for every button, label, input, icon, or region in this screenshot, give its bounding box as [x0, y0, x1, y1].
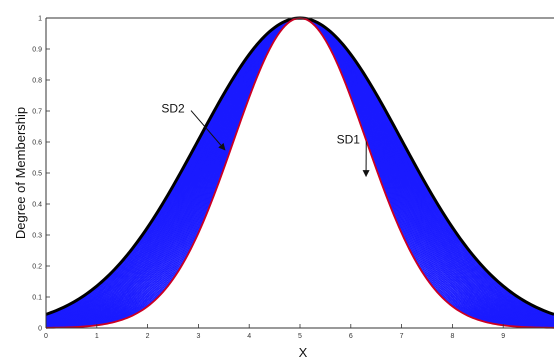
x-tick-label: 6 [349, 333, 353, 340]
x-tick-label: 4 [247, 333, 251, 340]
y-tick-label: 0.3 [32, 233, 42, 240]
y-axis-ticks: 0 0.1 0.2 0.3 0.4 0.5 0.6 0.7 0.8 0.9 1 [32, 16, 50, 333]
x-tick-label: 3 [196, 333, 200, 340]
y-tick-label: 0.5 [32, 171, 42, 178]
x-axis-ticks: 0 1 2 3 4 5 6 7 8 9 [44, 324, 505, 340]
x-tick-label: 0 [44, 333, 48, 340]
y-tick-label: 0.9 [32, 47, 42, 54]
y-tick-label: 0.8 [32, 78, 42, 85]
y-tick-label: 0 [38, 326, 42, 333]
x-tick-label: 5 [298, 333, 302, 340]
x-tick-label: 7 [400, 333, 404, 340]
x-axis-label: X [299, 345, 308, 360]
annotation-label: SD2 [161, 102, 185, 116]
annotations: SD2 SD1 [161, 102, 370, 178]
x-tick-label: 8 [450, 333, 454, 340]
x-tick-label: 9 [501, 333, 505, 340]
y-tick-label: 0.7 [32, 109, 42, 116]
y-tick-label: 1 [38, 16, 42, 23]
y-axis-label: Degree of Membership [13, 107, 28, 239]
x-tick-label: 1 [95, 333, 99, 340]
x-tick-label: 2 [146, 333, 150, 340]
annotation-label: SD1 [337, 133, 361, 147]
annotation-arrow [190, 110, 226, 151]
y-tick-label: 0.4 [32, 202, 42, 209]
y-tick-label: 0.6 [32, 140, 42, 147]
y-tick-label: 0.2 [32, 264, 42, 271]
y-tick-label: 0.1 [32, 295, 42, 302]
